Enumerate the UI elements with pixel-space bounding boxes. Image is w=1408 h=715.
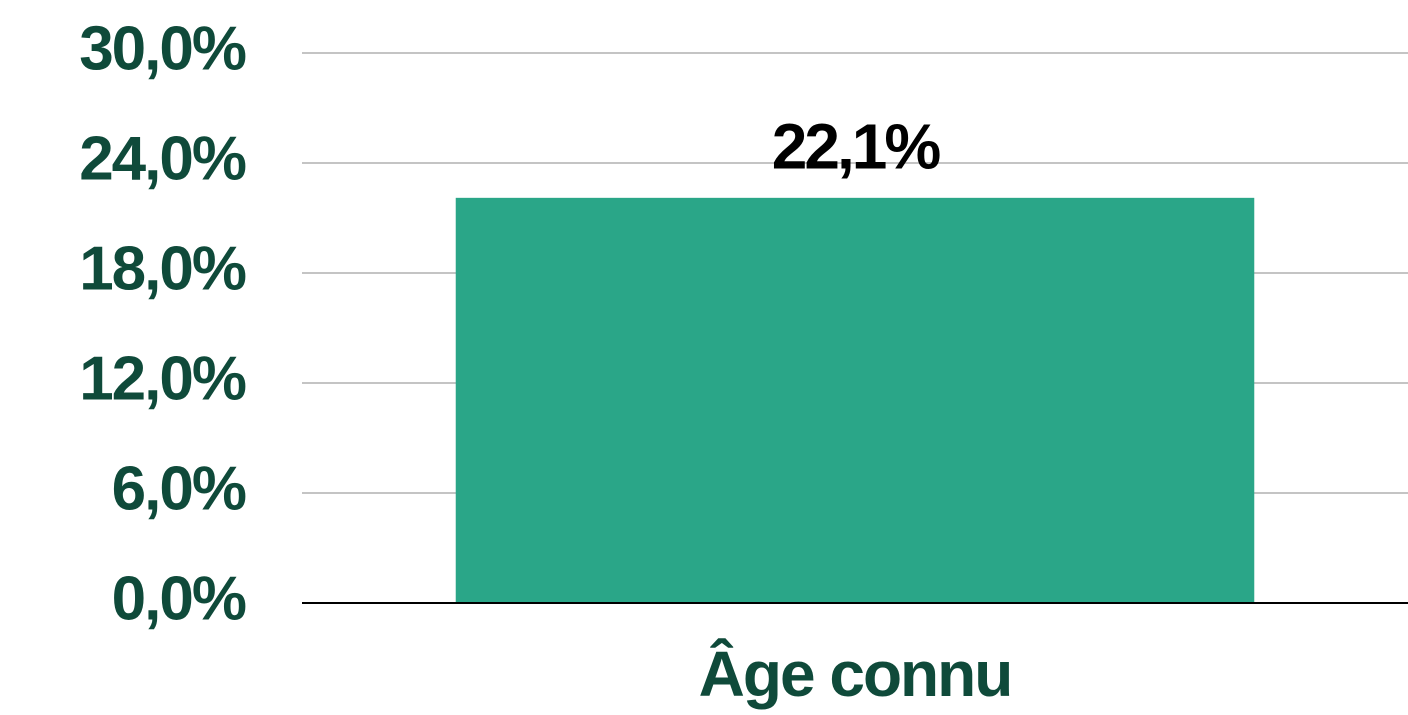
y-tick-label: 30,0% [79, 14, 246, 83]
value-label: 22,1% [772, 111, 941, 183]
bar [455, 197, 1255, 604]
y-tick-label: 12,0% [79, 344, 246, 413]
y-tick-label: 24,0% [79, 124, 246, 193]
y-tick-label: 0,0% [112, 564, 246, 633]
x-tick-label: Âge connu [699, 637, 1012, 710]
y-tick-label: 18,0% [79, 234, 246, 303]
y-tick-label: 6,0% [112, 454, 246, 523]
